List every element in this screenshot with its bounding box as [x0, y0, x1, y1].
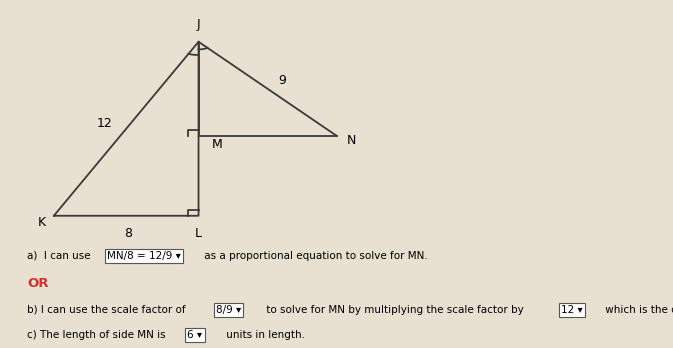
Text: MN/8 = 12/9 ▾: MN/8 = 12/9 ▾	[107, 251, 181, 261]
Text: 12: 12	[96, 117, 112, 130]
Text: 12 ▾: 12 ▾	[561, 305, 583, 315]
Text: b) I can use the scale factor of: b) I can use the scale factor of	[27, 305, 189, 315]
Text: c) The length of side MN is: c) The length of side MN is	[27, 330, 169, 340]
Text: a)  I can use: a) I can use	[27, 251, 94, 261]
Text: J: J	[197, 18, 201, 31]
Text: which is the corresponding side.: which is the corresponding side.	[602, 305, 673, 315]
Text: K: K	[38, 216, 46, 229]
Text: 8/9 ▾: 8/9 ▾	[216, 305, 241, 315]
Text: 8: 8	[124, 227, 132, 240]
Text: L: L	[195, 227, 202, 240]
Text: 6 ▾: 6 ▾	[187, 330, 203, 340]
Text: M: M	[212, 138, 223, 151]
Text: N: N	[347, 134, 356, 148]
Text: 9: 9	[279, 73, 287, 87]
Text: to solve for MN by multiplying the scale factor by: to solve for MN by multiplying the scale…	[263, 305, 527, 315]
Text: as a proportional equation to solve for MN.: as a proportional equation to solve for …	[201, 251, 428, 261]
Text: units in length.: units in length.	[223, 330, 305, 340]
Text: OR: OR	[27, 277, 48, 290]
